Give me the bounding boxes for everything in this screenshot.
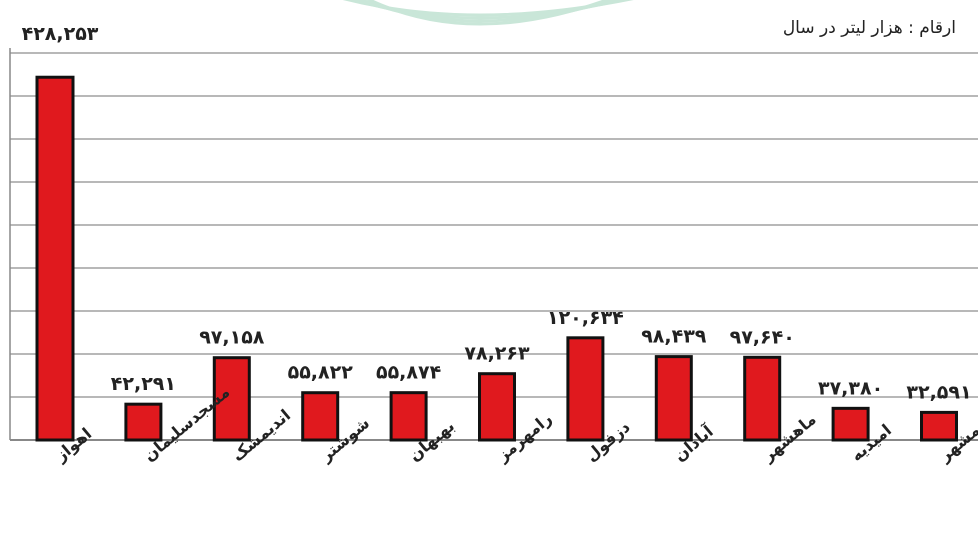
- bar: [35, 75, 75, 442]
- value-label: ۴۲۸,۲۵۳: [22, 23, 99, 45]
- bars: [35, 75, 958, 442]
- bar: [831, 406, 870, 442]
- value-label: ۵۵,۸۲۲: [288, 362, 354, 384]
- bar: [478, 372, 516, 442]
- value-label: ۳۲,۵۹۱: [906, 381, 971, 403]
- watermark-decoration: [342, 0, 634, 26]
- value-label: ۱۲۰,۶۳۴: [547, 307, 624, 329]
- bar: [389, 391, 428, 442]
- bar: [566, 336, 605, 442]
- unit-note: ارقام : هزار لیتر در سال: [782, 18, 956, 38]
- bar: [301, 391, 340, 442]
- bar: [124, 402, 163, 442]
- value-label: ۷۸,۲۶۳: [464, 343, 530, 365]
- bar: [743, 355, 782, 442]
- value-labels: ۴۲۸,۲۵۳ ۴۲,۲۹۱ ۹۷,۱۵۸ ۵۵,۸۲۲ ۵۵,۸۷۴ ۷۸,۲۶۳ ۱۲۰…: [22, 23, 972, 403]
- bar: [212, 356, 251, 442]
- value-label: ۴۲,۲۹۱: [111, 373, 176, 395]
- bar: [920, 410, 958, 442]
- value-label: ۹۷,۱۵۸: [199, 327, 265, 349]
- bar: [654, 355, 693, 442]
- value-label: ۵۵,۸۷۴: [376, 362, 441, 384]
- value-label: ۹۸,۴۳۹: [641, 326, 707, 348]
- watermark-arc: [366, 0, 611, 26]
- value-label: ۳۷,۳۸۰: [818, 377, 883, 399]
- value-label: ۹۷,۶۴۰: [730, 326, 795, 348]
